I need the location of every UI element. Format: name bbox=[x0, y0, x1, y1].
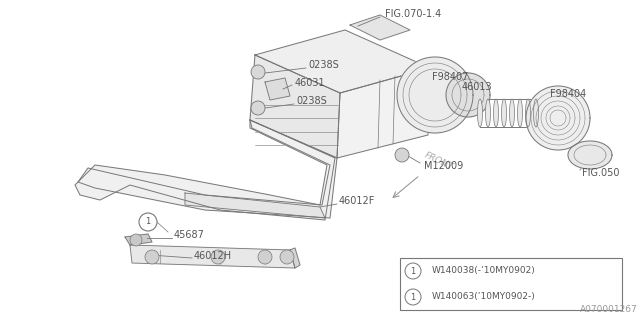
Polygon shape bbox=[130, 245, 295, 268]
Polygon shape bbox=[125, 234, 152, 245]
Ellipse shape bbox=[502, 99, 506, 127]
Polygon shape bbox=[350, 15, 410, 40]
Ellipse shape bbox=[518, 99, 522, 127]
Ellipse shape bbox=[534, 99, 538, 127]
Text: W140038(-’10MY0902): W140038(-’10MY0902) bbox=[432, 267, 536, 276]
Text: FRONT: FRONT bbox=[423, 151, 454, 172]
Ellipse shape bbox=[486, 99, 490, 127]
Polygon shape bbox=[250, 55, 340, 158]
Polygon shape bbox=[78, 120, 337, 218]
Circle shape bbox=[405, 289, 421, 305]
Polygon shape bbox=[446, 73, 490, 117]
FancyBboxPatch shape bbox=[400, 258, 622, 310]
Text: 0238S: 0238S bbox=[308, 60, 339, 70]
Circle shape bbox=[211, 250, 225, 264]
Polygon shape bbox=[568, 141, 612, 169]
Circle shape bbox=[251, 65, 265, 79]
Circle shape bbox=[139, 213, 157, 231]
Text: F98407: F98407 bbox=[432, 72, 468, 82]
Text: 1: 1 bbox=[410, 292, 415, 301]
Text: 46031: 46031 bbox=[295, 78, 326, 88]
Circle shape bbox=[145, 250, 159, 264]
Text: 1: 1 bbox=[410, 267, 415, 276]
Text: 46012F: 46012F bbox=[339, 196, 376, 206]
Polygon shape bbox=[397, 57, 473, 133]
Ellipse shape bbox=[509, 99, 515, 127]
Text: W140063(’10MY0902-): W140063(’10MY0902-) bbox=[432, 292, 536, 301]
Polygon shape bbox=[265, 78, 290, 100]
Circle shape bbox=[251, 101, 265, 115]
Polygon shape bbox=[337, 68, 430, 158]
Polygon shape bbox=[75, 120, 335, 220]
Ellipse shape bbox=[477, 99, 483, 127]
Polygon shape bbox=[526, 86, 590, 150]
Ellipse shape bbox=[493, 99, 499, 127]
Text: M12009: M12009 bbox=[424, 161, 463, 171]
Text: FIG.050: FIG.050 bbox=[582, 168, 620, 178]
Text: 46013: 46013 bbox=[462, 82, 493, 92]
Circle shape bbox=[258, 250, 272, 264]
Circle shape bbox=[280, 250, 294, 264]
Polygon shape bbox=[290, 248, 300, 268]
Text: 1: 1 bbox=[145, 218, 150, 227]
Polygon shape bbox=[255, 30, 430, 93]
Text: 45687: 45687 bbox=[174, 230, 205, 240]
Text: FIG.070-1.4: FIG.070-1.4 bbox=[385, 9, 441, 19]
Circle shape bbox=[395, 148, 409, 162]
Circle shape bbox=[130, 234, 142, 246]
Text: 0238S: 0238S bbox=[296, 96, 327, 106]
Circle shape bbox=[405, 263, 421, 279]
Ellipse shape bbox=[525, 99, 531, 127]
Text: A070001267: A070001267 bbox=[580, 305, 638, 314]
Polygon shape bbox=[185, 193, 325, 218]
Text: 46012H: 46012H bbox=[194, 251, 232, 261]
Text: F98404: F98404 bbox=[550, 89, 586, 99]
